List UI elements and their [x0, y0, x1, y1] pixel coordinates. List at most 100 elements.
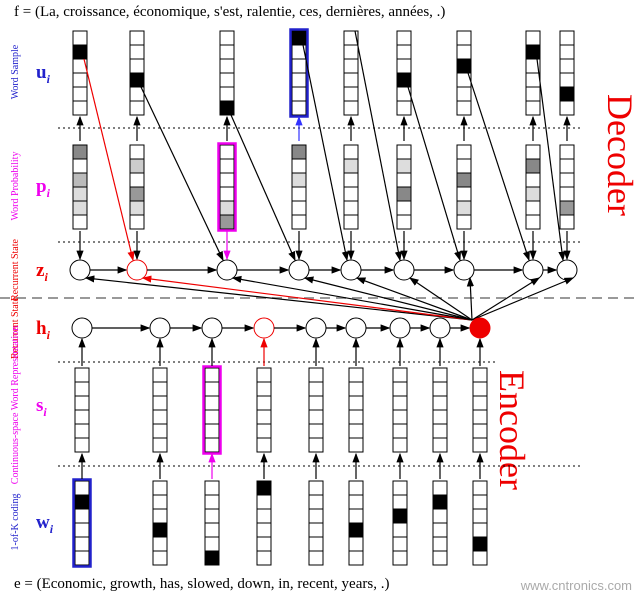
node [429, 317, 451, 339]
vector-cell [74, 409, 90, 425]
vector-cell [256, 437, 272, 453]
vector-cell [291, 144, 307, 160]
vector-cell [204, 522, 220, 538]
vector-cell [204, 550, 220, 566]
vector-cell [343, 72, 359, 88]
vector-cell [74, 395, 90, 411]
vector-cell [343, 200, 359, 216]
vector-cell [559, 144, 575, 160]
vector-cell [291, 214, 307, 230]
watermark: www.cntronics.com [520, 578, 632, 593]
row-symbol: si [36, 395, 47, 419]
vector-cell [432, 367, 448, 383]
vector-cell [432, 536, 448, 552]
vector-cell [343, 158, 359, 174]
vector-cell [432, 508, 448, 524]
vector-cell [152, 409, 168, 425]
vector-cell [472, 536, 488, 552]
node [126, 259, 148, 281]
arrow [303, 276, 473, 321]
node [556, 259, 578, 281]
node [305, 317, 327, 339]
vector-cell [559, 200, 575, 216]
vector-cell [72, 200, 88, 216]
vector-cell [396, 58, 412, 74]
vector-cell [291, 58, 307, 74]
row-symbol: hi [36, 318, 51, 342]
arrow [230, 114, 296, 262]
vector-cell [432, 395, 448, 411]
vector-cell [74, 381, 90, 397]
node [149, 317, 171, 339]
vector-cell [525, 200, 541, 216]
highlight [72, 478, 92, 568]
vector-cell [472, 423, 488, 439]
vector-cell [343, 100, 359, 116]
vector-cell [129, 30, 145, 46]
target-sentence: f = (La, croissance, économique, s'est, … [14, 4, 445, 20]
vector-cell [204, 437, 220, 453]
vector-cell [129, 58, 145, 74]
vector-cell [456, 58, 472, 74]
vector-cell [256, 494, 272, 510]
vector-cell [348, 423, 364, 439]
vector-cell [472, 480, 488, 496]
vector-cell [308, 437, 324, 453]
vector-cell [74, 437, 90, 453]
vector-cell [72, 214, 88, 230]
arrow [409, 277, 473, 321]
vector-cell [343, 58, 359, 74]
symbol: u [36, 62, 47, 83]
vector-cell [204, 494, 220, 510]
vector-cell [392, 395, 408, 411]
symbol: s [36, 395, 43, 416]
subscript: i [43, 405, 47, 419]
vector-cell [348, 480, 364, 496]
vector-cell [291, 86, 307, 102]
vector-cell [525, 44, 541, 60]
vector-cell [559, 72, 575, 88]
vector-cell [152, 367, 168, 383]
vector-cell [348, 536, 364, 552]
vector-cell [348, 381, 364, 397]
row-label: Word Sample [10, 44, 21, 99]
vector-cell [129, 100, 145, 116]
vector-cell [74, 367, 90, 383]
node [253, 317, 275, 339]
vector-cell [392, 381, 408, 397]
vector-cell [396, 172, 412, 188]
vector-cell [432, 423, 448, 439]
vector-cell [219, 72, 235, 88]
vector-cell [129, 172, 145, 188]
vector-cell [308, 367, 324, 383]
symbol: w [36, 512, 50, 533]
vector-cell [72, 100, 88, 116]
vector-cell [456, 100, 472, 116]
arrow [355, 277, 473, 321]
arrow [407, 86, 462, 262]
vector-cell [308, 522, 324, 538]
vector-cell [204, 381, 220, 397]
vector-cell [432, 381, 448, 397]
arrow [140, 86, 224, 262]
vector-cell [308, 480, 324, 496]
vector-cell [152, 395, 168, 411]
vector-cell [559, 100, 575, 116]
vector-cell [432, 550, 448, 566]
vector-cell [204, 508, 220, 524]
highlight [217, 142, 237, 232]
vector-cell [204, 409, 220, 425]
arrow [467, 72, 530, 262]
vector-cell [129, 200, 145, 216]
vector-cell [152, 437, 168, 453]
vector-cell [256, 381, 272, 397]
vector-cell [472, 409, 488, 425]
vector-cell [472, 395, 488, 411]
node [201, 317, 223, 339]
vector-cell [392, 550, 408, 566]
vector-cell [129, 186, 145, 202]
vector-cell [559, 214, 575, 230]
row-label: 1-of-K coding [10, 494, 21, 551]
vector-cell [152, 480, 168, 496]
row-symbol: pi [36, 176, 51, 200]
